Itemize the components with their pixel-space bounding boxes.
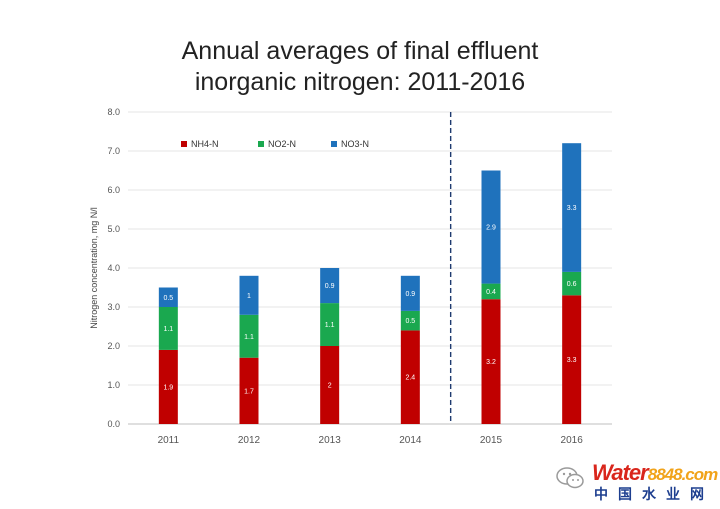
y-tick-label: 0.0 (107, 419, 120, 429)
data-labels: 1.9 1.1 0.5 1.7 1.1 1 2 1.1 0.9 2.4 0.5 0.9 3.2 0.4 2.… (163, 205, 576, 395)
bars (158, 143, 582, 424)
data-label: 1.7 (244, 388, 254, 395)
bar-segment-nh4-n (400, 330, 420, 424)
y-tick-label: 3.0 (107, 302, 120, 312)
bar-segment-no2-n (400, 310, 420, 331)
chart-title-line-2: inorganic nitrogen: 2011-2016 (194, 68, 526, 96)
x-tick-label: 2011 (158, 435, 180, 446)
legend-swatch (258, 141, 264, 147)
x-tick-label: 2013 (319, 435, 342, 446)
data-label: 2.4 (405, 375, 415, 382)
data-label: 0.6 (567, 281, 577, 288)
bar-segment-no2-n (158, 307, 178, 350)
y-tick-label: 1.0 (107, 380, 120, 390)
legend-swatch (181, 141, 187, 147)
legend-label: NO3-N (341, 139, 369, 149)
watermark-brand: Water8848.com (592, 460, 719, 486)
bar-segment-nh4-n (158, 349, 178, 424)
gridlines (128, 111, 612, 425)
data-label: 0.9 (405, 291, 415, 298)
data-label: 1.9 (163, 384, 173, 391)
chart-title: Annual averages of final effluent inorga… (0, 36, 720, 98)
bar-segment-nh4-n (481, 299, 501, 424)
legend-label: NO2-N (268, 139, 296, 149)
bar-segment-no3-n (320, 268, 340, 304)
bar-segment-no2-n (239, 314, 259, 358)
legend: NH4-N NO2-N NO3-N (181, 139, 369, 149)
bar-segment-nh4-n (320, 346, 340, 424)
y-tick-label: 5.0 (107, 224, 120, 234)
bar-segment-no3-n (481, 170, 501, 284)
y-tick-label: 2.0 (107, 341, 120, 351)
y-tick-label: 6.0 (107, 185, 120, 195)
watermark-brand-letters: Water (592, 460, 649, 485)
x-tick-label: 2015 (480, 435, 503, 446)
bar-segment-no2-n (562, 271, 582, 296)
y-tick-label: 4.0 (107, 263, 120, 273)
data-label: 3.3 (567, 357, 577, 364)
data-label: 0.5 (405, 318, 415, 325)
bar-segment-no3-n (158, 287, 178, 307)
data-label: 3.3 (567, 205, 577, 212)
watermark-subtitle: 中国水业网 (594, 486, 714, 502)
bar-segment-no3-n (400, 275, 420, 311)
bar-segment-no3-n (239, 275, 259, 315)
bar-segment-no2-n (320, 303, 340, 346)
data-label: 0.5 (163, 295, 173, 302)
y-tick-label: 7.0 (107, 146, 120, 156)
data-label: 1.1 (325, 322, 335, 329)
data-label: 1.1 (163, 326, 173, 333)
bar-segment-no3-n (562, 143, 582, 272)
watermark-brand-number: 8848 (647, 465, 683, 484)
x-tick-label: 2014 (399, 435, 422, 446)
data-label: 2 (328, 383, 332, 390)
data-label: 1 (247, 293, 251, 300)
bar-segment-no2-n (481, 283, 501, 300)
data-label: 1.1 (244, 334, 254, 341)
x-tick-label: 2012 (238, 435, 261, 446)
data-label: 2.9 (486, 225, 496, 232)
watermark-brand-suffix: .com (681, 465, 719, 484)
data-label: 0.4 (486, 289, 496, 296)
axes: 0.0 1.0 2.0 3.0 4.0 5.0 6.0 7.0 8.0 Nitrogen conc… (89, 107, 583, 446)
bar-segment-nh4-n (562, 295, 582, 424)
legend-swatch (331, 141, 337, 147)
x-tick-label: 2016 (561, 435, 584, 446)
chart-title-line-1: Annual averages of final effluent (181, 37, 539, 65)
data-label: 3.2 (486, 359, 496, 366)
legend-label: NH4-N (191, 139, 219, 149)
watermark: Water8848.com 中国水业网 (556, 460, 719, 506)
y-axis-label: Nitrogen concentration, mg N/l (89, 207, 99, 329)
data-label: 0.9 (325, 283, 335, 290)
y-tick-label: 8.0 (107, 107, 120, 117)
bar-segment-nh4-n (239, 357, 259, 424)
wechat-icon (556, 467, 584, 489)
